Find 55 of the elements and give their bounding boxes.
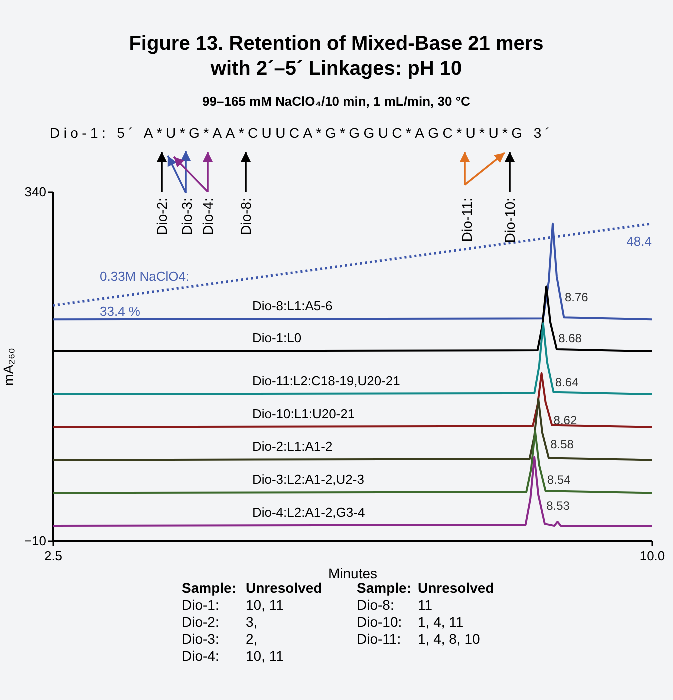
line-series (53, 322, 652, 396)
series-label: Dio-4:L2:A1-2,G3-4 (252, 505, 366, 520)
text: 10, 11 (246, 597, 284, 614)
text: Unresolved (246, 580, 322, 596)
chart-subtitle: 99–165 mM NaClO₄/10 min, 1 mL/min, 30 °C (202, 94, 472, 109)
text: Dio-4: (182, 648, 220, 665)
chart-title: Figure 13. Retention of Mixed-Base 21 mers with 2´–5´ Linkages: pH 10 (128, 32, 545, 82)
annotation: Dio-11: (459, 198, 475, 242)
text: 11 (418, 597, 433, 614)
series-label: Dio-1:L0 (252, 330, 302, 346)
text: Dio-8: (357, 597, 394, 614)
y-tick-label: −10 (24, 534, 46, 548)
annotation: 0.33M NaClO4: (100, 269, 190, 284)
annotation: 8.76 (564, 290, 589, 305)
text: Dio-3: (182, 631, 220, 648)
series-label: Dio-3:L2:A1-2,U2-3 (252, 472, 364, 488)
series-label: Dio-10:L1:U20-21 (252, 406, 356, 422)
annotation: 8.53 (546, 499, 570, 514)
x-axis-title: Minutes (328, 566, 378, 582)
text: 10, 11 (246, 648, 284, 665)
text: Dio-2: (182, 614, 220, 631)
text: 2, (246, 631, 258, 648)
y-axis-title: mA₂₆₀ (0, 348, 16, 386)
text: Sample: (182, 580, 236, 596)
series-label: Dio-11:L2:C18-19,U20-21 (252, 373, 400, 388)
x-tick-label: 2.5 (44, 548, 63, 564)
annotation: 8.64 (555, 375, 580, 390)
annotation: Dio-2: (154, 198, 170, 236)
series-label: Dio-2:L1:A1-2 (252, 439, 333, 454)
text: Dio-10: (357, 614, 402, 631)
line-series (53, 398, 652, 462)
line-series (53, 456, 652, 528)
series-label: Dio-8:L1:A5-6 (252, 298, 333, 314)
text: Dio-1: 5´ A*U*G*AA*CUUCA*G*GGUC*AGC*U*U*G 3´ (50, 125, 550, 141)
x-tick-label: 10.0 (640, 548, 666, 564)
annotation: Dio-3: (179, 198, 195, 236)
text: Dio-1: (182, 597, 220, 614)
line-series (53, 430, 652, 494)
annotation: Dio-4: (200, 198, 216, 236)
text: Dio-11: (357, 631, 402, 648)
annotation: 8.54 (547, 473, 572, 488)
y-tick-label: 340 (24, 184, 46, 200)
annotation: 8.68 (558, 332, 582, 346)
annotation: Dio-8: (238, 198, 254, 236)
text: Unresolved (418, 580, 494, 596)
text: 1, 4, 8, 10 (418, 631, 480, 648)
annotation: 8.58 (550, 437, 574, 452)
line-series (53, 372, 652, 428)
text: 1, 4, 11 (418, 614, 464, 631)
annotation: Dio-10: (502, 198, 518, 244)
annotation: 33.4 % (100, 304, 141, 319)
text: 3, (246, 614, 258, 631)
annotation: 8.62 (554, 413, 578, 428)
text: Sample: (357, 580, 412, 596)
annotation: 48.4 (626, 234, 652, 249)
